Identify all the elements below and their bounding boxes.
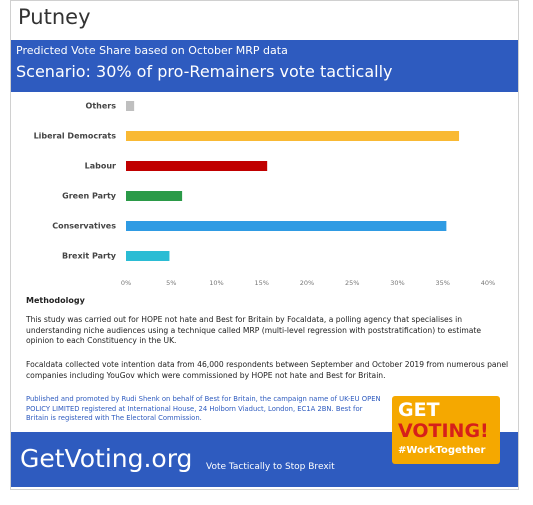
footer-site: GetVoting.org <box>20 444 193 473</box>
footer-slogan: Vote Tactically to Stop Brexit <box>206 462 335 472</box>
chart-title: Scenario: 30% of pro-Remainers vote tact… <box>16 62 393 81</box>
y-tick-label: Others <box>86 102 117 111</box>
x-tick-label: 10% <box>209 279 223 287</box>
bar <box>126 191 183 201</box>
badge-line2: VOTING! <box>398 420 489 442</box>
bar <box>126 251 170 261</box>
imprint: Published and promoted by Rudi Shenk on … <box>26 395 381 422</box>
header-band <box>11 40 518 92</box>
x-tick-label: 25% <box>345 279 359 287</box>
y-tick-label: Brexit Party <box>62 252 117 261</box>
bar <box>126 131 460 141</box>
y-tick-label: Green Party <box>62 192 117 201</box>
methodology-text: This study was carried out for HOPE not … <box>26 315 482 345</box>
place-title: Putney <box>18 5 91 29</box>
bar <box>126 221 447 231</box>
badge <box>392 396 500 464</box>
x-tick-label: 20% <box>300 279 314 287</box>
x-tick-label: 5% <box>166 279 176 287</box>
x-tick-label: 30% <box>390 279 404 287</box>
y-tick-label: Conservatives <box>52 222 116 231</box>
card <box>10 0 519 490</box>
x-tick-label: 15% <box>255 279 269 287</box>
x-tick-label: 40% <box>481 279 495 287</box>
y-tick-label: Liberal Democrats <box>34 132 117 141</box>
y-tick-label: Labour <box>85 162 116 171</box>
bar <box>126 161 268 171</box>
badge-tag: #WorkTogether <box>398 445 486 456</box>
x-tick-label: 0% <box>121 279 131 287</box>
x-tick-label: 35% <box>436 279 450 287</box>
bar <box>126 101 135 111</box>
methodology-heading: Methodology <box>26 296 85 305</box>
badge-line1: GET <box>398 399 440 421</box>
methodology-text: Focaldata collected vote intention data … <box>26 360 509 380</box>
chart-subtitle: Predicted Vote Share based on October MR… <box>16 44 288 57</box>
